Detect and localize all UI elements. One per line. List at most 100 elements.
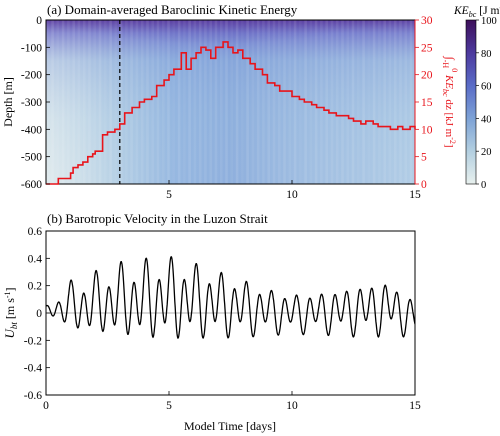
heatmap-stripe	[399, 20, 402, 184]
right-y-tick-label: 15	[421, 97, 433, 109]
heatmap-stripe	[125, 20, 128, 184]
heatmap-stripe	[378, 20, 381, 184]
heatmap-stripe	[372, 20, 376, 184]
x-tick-label: 15	[409, 400, 421, 412]
y-tick-label: -200	[21, 70, 42, 82]
heatmap-stripe	[209, 20, 212, 184]
heatmap-stripe	[146, 20, 149, 184]
colorbar-ticks: 0 20 40 60 80 100	[476, 16, 497, 191]
colorbar-tick-label: 20	[481, 147, 492, 158]
right-y-tick-label: 25	[421, 42, 433, 54]
heatmap-stripe	[183, 20, 186, 184]
heatmap-stripe	[277, 20, 281, 184]
x-tick-label: 10	[286, 189, 298, 201]
right-y-tick-label: 20	[421, 70, 433, 82]
heatmap-stripe	[314, 20, 318, 184]
y-tick-label: -100	[21, 42, 42, 54]
y-tick-label: -500	[21, 152, 42, 164]
panel-a-ylabel: Depth [m]	[1, 77, 15, 127]
heatmap-stripe	[341, 20, 344, 184]
colorbar-tick-label: 60	[481, 82, 492, 93]
right-axis-label: ∫-H0 KEbc dz [kJ m-2]	[441, 55, 459, 147]
x-tick-label: 10	[286, 400, 298, 412]
y-tick-label: 0	[36, 15, 42, 27]
heatmap-stripe	[72, 20, 75, 184]
heatmap-stripe	[246, 20, 249, 184]
heatmap	[46, 20, 415, 184]
heatmap-stripe	[214, 20, 218, 184]
heatmap-stripe	[335, 20, 339, 184]
heatmap-stripe	[362, 20, 365, 184]
panel-b-ylabel: Ubt [m s-1]	[2, 287, 19, 338]
right-y-tick-label: 5	[421, 152, 427, 164]
heatmap-stripe	[119, 20, 123, 184]
heatmap-stripe	[346, 20, 350, 184]
heatmap-stripe	[88, 20, 91, 184]
right-y-tick-label: 30	[421, 15, 433, 27]
y-tick-label: -300	[21, 97, 42, 109]
heatmap-stripe	[272, 20, 276, 184]
heatmap-stripe	[98, 20, 102, 184]
y-tick-label: 0.6	[28, 226, 43, 238]
heatmap-stripe	[114, 20, 118, 184]
heatmap-stripe	[325, 20, 328, 184]
y-tick-label: -0.2	[24, 335, 42, 347]
heatmap-stripe	[283, 20, 286, 184]
heatmap-stripe	[51, 20, 54, 184]
x-tick-label: 5	[166, 189, 172, 201]
heatmap-stripe	[67, 20, 70, 184]
heatmap-stripe	[262, 20, 265, 184]
heatmap-stripe	[130, 20, 133, 184]
panel-b-left-axis: -0.6 -0.4 -0.2 0 0.2 0.4 0.6	[24, 226, 50, 402]
heatmap-stripe	[409, 20, 413, 184]
colorbar-tick-label: 40	[481, 114, 492, 125]
colorbar-label: KEbc[J m-3]	[453, 3, 500, 19]
heatmap-stripe	[293, 20, 297, 184]
heatmap-stripe	[93, 20, 96, 184]
panel-a-left-axis: -600 -500 -400 -300 -200 -100 0	[21, 15, 50, 191]
x-tick-label: 0	[43, 400, 49, 412]
heatmap-stripe	[367, 20, 371, 184]
x-tick-label: 5	[166, 400, 172, 412]
heatmap-stripe	[162, 20, 165, 184]
heatmap-stripe	[151, 20, 154, 184]
heatmap-stripe	[320, 20, 323, 184]
heatmap-stripe	[388, 20, 392, 184]
heatmap-stripe	[167, 20, 170, 184]
integrated-ke-line	[46, 41, 416, 185]
heatmap-stripe	[172, 20, 176, 184]
heatmap-stripe	[104, 20, 107, 184]
colorbar	[465, 19, 477, 185]
y-tick-label: 0	[36, 308, 42, 320]
barotropic-velocity-line	[46, 255, 415, 339]
panel-a-title: (a) Domain-averaged Baroclinic Kinetic E…	[47, 2, 298, 17]
heatmap-stripe	[135, 20, 139, 184]
heatmap-stripe	[220, 20, 223, 184]
right-y-tick-label: 10	[421, 124, 433, 136]
heatmap-stripe	[393, 20, 397, 184]
heatmap-stripe	[288, 20, 292, 184]
heatmap-stripe	[230, 20, 234, 184]
heatmap-stripe	[383, 20, 386, 184]
x-tick-label: 15	[409, 189, 421, 201]
heatmap-stripe	[77, 20, 81, 184]
heatmap-stripe	[267, 20, 270, 184]
heatmap-stripe	[56, 20, 60, 184]
heatmap-stripe	[188, 20, 191, 184]
heatmap-stripe	[193, 20, 197, 184]
heatmap-stripe	[404, 20, 408, 184]
heatmap-stripe	[357, 20, 360, 184]
y-tick-label: -0.4	[24, 363, 42, 375]
heatmap-stripe	[109, 20, 112, 184]
heatmap-stripe	[198, 20, 202, 184]
heatmap-stripe	[256, 20, 260, 184]
heatmap-stripe	[351, 20, 355, 184]
panel-b-title: (b) Barotropic Velocity in the Luzon Str…	[47, 211, 268, 226]
heatmap-stripe	[225, 20, 228, 184]
colorbar-tick-label: 100	[481, 16, 497, 27]
y-tick-label: 0.4	[28, 253, 43, 265]
panel-a-right-axis: 0 5 10 15 20 25 30	[414, 15, 433, 191]
panel-b-xlabel: Model Time [days]	[184, 419, 276, 433]
y-tick-label: -600	[21, 179, 42, 191]
